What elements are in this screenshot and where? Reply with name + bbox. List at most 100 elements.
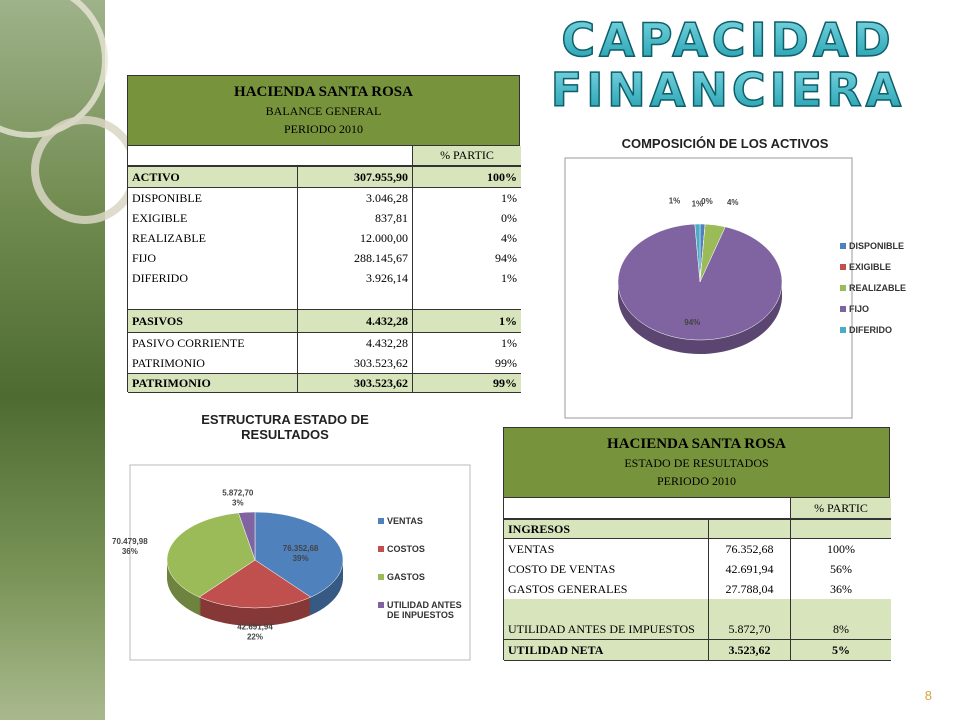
data-label: 5.872,70 — [222, 488, 254, 497]
legend-swatch — [378, 518, 384, 524]
column-header: % PARTIC — [413, 146, 521, 166]
header-line: ESTADO DE RESULTADOS — [624, 456, 769, 470]
table-cell: ACTIVO — [128, 166, 298, 188]
data-label: 39% — [293, 554, 309, 563]
table-cell — [298, 288, 413, 309]
table-cell: 99% — [413, 353, 521, 373]
slide-title: FINANCIERA — [551, 63, 905, 117]
table-cell: 3.523,62 — [709, 639, 791, 661]
chart-title: COMPOSICIÓN DE LOS ACTIVOS — [621, 136, 829, 151]
table-cell: 5% — [791, 639, 891, 661]
ring — [31, 116, 139, 224]
table-cell: UTILIDAD NETA — [504, 639, 709, 661]
legend-swatch — [840, 285, 846, 291]
table-cell: VENTAS — [504, 539, 709, 559]
header-line: HACIENDA SANTA ROSA — [607, 436, 786, 452]
table-cell: 1% — [413, 333, 521, 353]
table-cell — [791, 519, 891, 539]
legend-label: FIJO — [849, 304, 870, 314]
table-cell: INGRESOS — [504, 519, 709, 539]
table-cell: 5.872,70 — [709, 599, 791, 639]
pie-slice — [166, 512, 256, 598]
data-label: 1% — [669, 197, 681, 206]
table-cell: FIJO — [128, 248, 298, 268]
table-cell — [413, 288, 521, 309]
table-cell: 4.432,28 — [298, 309, 413, 333]
data-label: 36% — [122, 547, 138, 556]
slide-title: CAPACIDAD — [561, 13, 894, 67]
table-cell — [128, 288, 298, 309]
legend-label: UTILIDAD ANTES DE INPUESTOS — [387, 600, 462, 620]
data-label: 22% — [247, 633, 263, 642]
data-label: 94% — [684, 318, 700, 327]
data-label: 76.352,68 — [283, 544, 319, 553]
table-cell: 42.691,94 — [709, 559, 791, 579]
table-cell: 99% — [413, 373, 521, 393]
table-cell: 94% — [413, 248, 521, 268]
table-cell: 76.352,68 — [709, 539, 791, 559]
table-cell: EXIGIBLE — [128, 208, 298, 228]
table-cell: 1% — [413, 268, 521, 288]
table-header: HACIENDA SANTA ROSA ESTADO DE RESULTADOS P… — [504, 428, 889, 498]
table: HACIENDA SANTA ROSA ESTADO DE RESULTADOS P… — [503, 427, 891, 661]
table-cell: PASIVOS — [128, 309, 298, 333]
legend-swatch — [840, 264, 846, 270]
header-line: HACIENDA SANTA ROSA — [234, 84, 413, 100]
table-cell: 288.145,67 — [298, 248, 413, 268]
legend-swatch — [840, 243, 846, 249]
table-cell: 1% — [413, 309, 521, 333]
legend-swatch — [840, 306, 846, 312]
header-line: BALANCE GENERAL — [265, 104, 382, 118]
ring — [0, 0, 108, 138]
table-cell: PATRIMONIO — [128, 353, 298, 373]
legend-swatch — [378, 546, 384, 552]
pie-slice — [238, 511, 256, 561]
table-cell: 0% — [413, 208, 521, 228]
table-cell: DISPONIBLE — [128, 188, 298, 208]
table-cell: 307.955,90 — [298, 166, 413, 188]
table-cell: 3.926,14 — [298, 268, 413, 288]
table-cell: REALIZABLE — [128, 228, 298, 248]
data-label: 3% — [232, 498, 244, 507]
pie-slice — [254, 511, 344, 598]
pie-slice — [694, 223, 701, 283]
table-cell: 100% — [413, 166, 521, 188]
legend-swatch — [840, 327, 846, 333]
column-header-blank — [128, 146, 413, 166]
column-header-blank — [504, 498, 791, 519]
pie-slice — [617, 223, 783, 341]
data-label: 70.479,98 — [112, 537, 148, 546]
table-cell: 303.523,62 — [298, 353, 413, 373]
column-header: % PARTIC — [791, 498, 891, 519]
table-cell: 8% — [791, 599, 891, 639]
header-line: PERIODO 2010 — [656, 474, 736, 488]
table-cell: 100% — [791, 539, 891, 559]
legend-swatch — [378, 602, 384, 608]
table-cell: DIFERIDO — [128, 268, 298, 288]
legend-label: GASTOS — [387, 572, 425, 582]
page-number: 8 — [925, 688, 932, 703]
legend-label: REALIZABLE — [849, 283, 906, 293]
table-cell: 303.523,62 — [298, 373, 413, 393]
data-label: 1% — [692, 200, 704, 209]
table-cell: GASTOS GENERALES — [504, 579, 709, 599]
table-cell: UTILIDAD ANTES DE IMPUESTOS — [504, 599, 709, 639]
legend-label: DIFERIDO — [849, 325, 893, 335]
table-cell: PASIVO CORRIENTE — [128, 333, 298, 353]
chart-title: ESTRUCTURA ESTADO DE RESULTADOS — [201, 412, 369, 442]
table-cell: 4% — [413, 228, 521, 248]
table-cell: 3.046,28 — [298, 188, 413, 208]
data-label: 0% — [701, 197, 713, 206]
table-cell: 4.432,28 — [298, 333, 413, 353]
table-cell: COSTO DE VENTAS — [504, 559, 709, 579]
table-cell — [709, 519, 791, 539]
legend-label: COSTOS — [387, 544, 425, 554]
table-cell: 56% — [791, 559, 891, 579]
table-cell: 36% — [791, 579, 891, 599]
legend-label: VENTAS — [387, 516, 423, 526]
table-cell: 837,81 — [298, 208, 413, 228]
legend-swatch — [378, 574, 384, 580]
table-header: HACIENDA SANTA ROSA BALANCE GENERAL PERIOD… — [128, 76, 519, 146]
